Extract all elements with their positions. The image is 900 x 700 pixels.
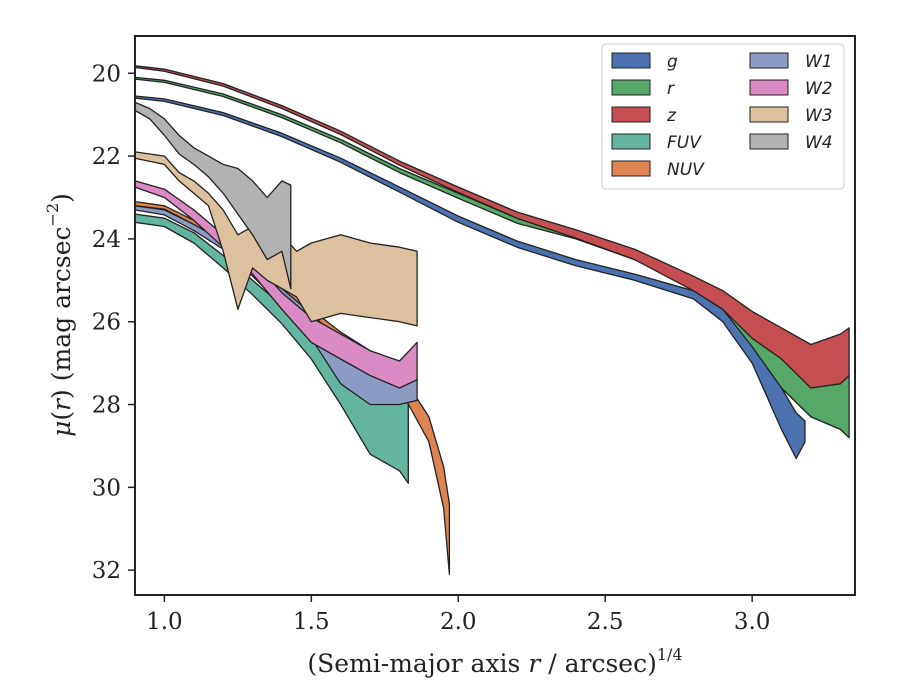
legend-item-w4: W4 <box>749 133 833 153</box>
legend-item-z: z <box>611 106 677 126</box>
y-axis-ticks: 20 22 24 26 28 30 32 <box>92 61 135 584</box>
x-tick-label: 1.5 <box>293 609 330 635</box>
legend-item-r: r <box>611 79 675 99</box>
plot-frame <box>134 35 856 596</box>
x-tick-label: 2.5 <box>587 609 624 635</box>
legend-swatch <box>611 133 651 150</box>
y-tick-label: 20 <box>92 61 121 87</box>
legend-swatch <box>749 106 789 123</box>
legend-label: W3 <box>805 106 833 126</box>
legend-swatch <box>611 106 651 123</box>
legend-item-w1: W1 <box>749 52 833 72</box>
y-tick-label: 32 <box>92 558 121 584</box>
series-area-r <box>134 76 850 439</box>
series-areas <box>134 65 850 575</box>
legend-label: W4 <box>805 133 833 153</box>
legend-label: W1 <box>805 52 833 72</box>
x-axis-label: (Semi-major axis r / arcsec)1/4 <box>307 645 682 678</box>
legend-item-nuv: NUV <box>611 160 705 180</box>
legend-label: r <box>667 79 675 99</box>
series-area-z <box>134 65 850 389</box>
series-area-g <box>134 95 806 460</box>
legend-swatch <box>611 79 651 96</box>
legend-swatch <box>749 52 789 69</box>
legend-label: z <box>666 106 677 126</box>
legend-swatch <box>611 52 651 69</box>
y-tick-label: 26 <box>92 310 121 336</box>
y-tick-label: 24 <box>92 227 121 253</box>
legend-label: W2 <box>805 79 833 99</box>
legend-swatch <box>749 79 789 96</box>
x-tick-label: 3.0 <box>734 609 771 635</box>
legend-item-g: g <box>611 52 678 72</box>
legend: grz FUV NUV W1 W2 W3 W4 <box>601 43 845 190</box>
x-axis-ticks: 1.0 1.5 2.0 2.5 3.0 <box>146 595 770 635</box>
legend-item-w2: W2 <box>749 79 833 99</box>
x-tick-label: 1.0 <box>146 609 183 635</box>
x-tick-label: 2.0 <box>440 609 477 635</box>
legend-item-fuv: FUV <box>611 133 702 153</box>
y-tick-label: 28 <box>92 393 121 419</box>
legend-swatch <box>749 133 789 150</box>
series-area-w4 <box>134 101 292 290</box>
legend-swatch <box>611 160 651 177</box>
legend-label: g <box>667 52 678 72</box>
y-axis-label: μ(r) (mag arcsec−2) <box>43 193 76 437</box>
legend-item-w3: W3 <box>749 106 833 126</box>
y-tick-label: 30 <box>92 475 121 501</box>
legend-label: NUV <box>667 160 705 180</box>
y-tick-label: 22 <box>92 144 121 170</box>
legend-label: FUV <box>667 133 702 153</box>
